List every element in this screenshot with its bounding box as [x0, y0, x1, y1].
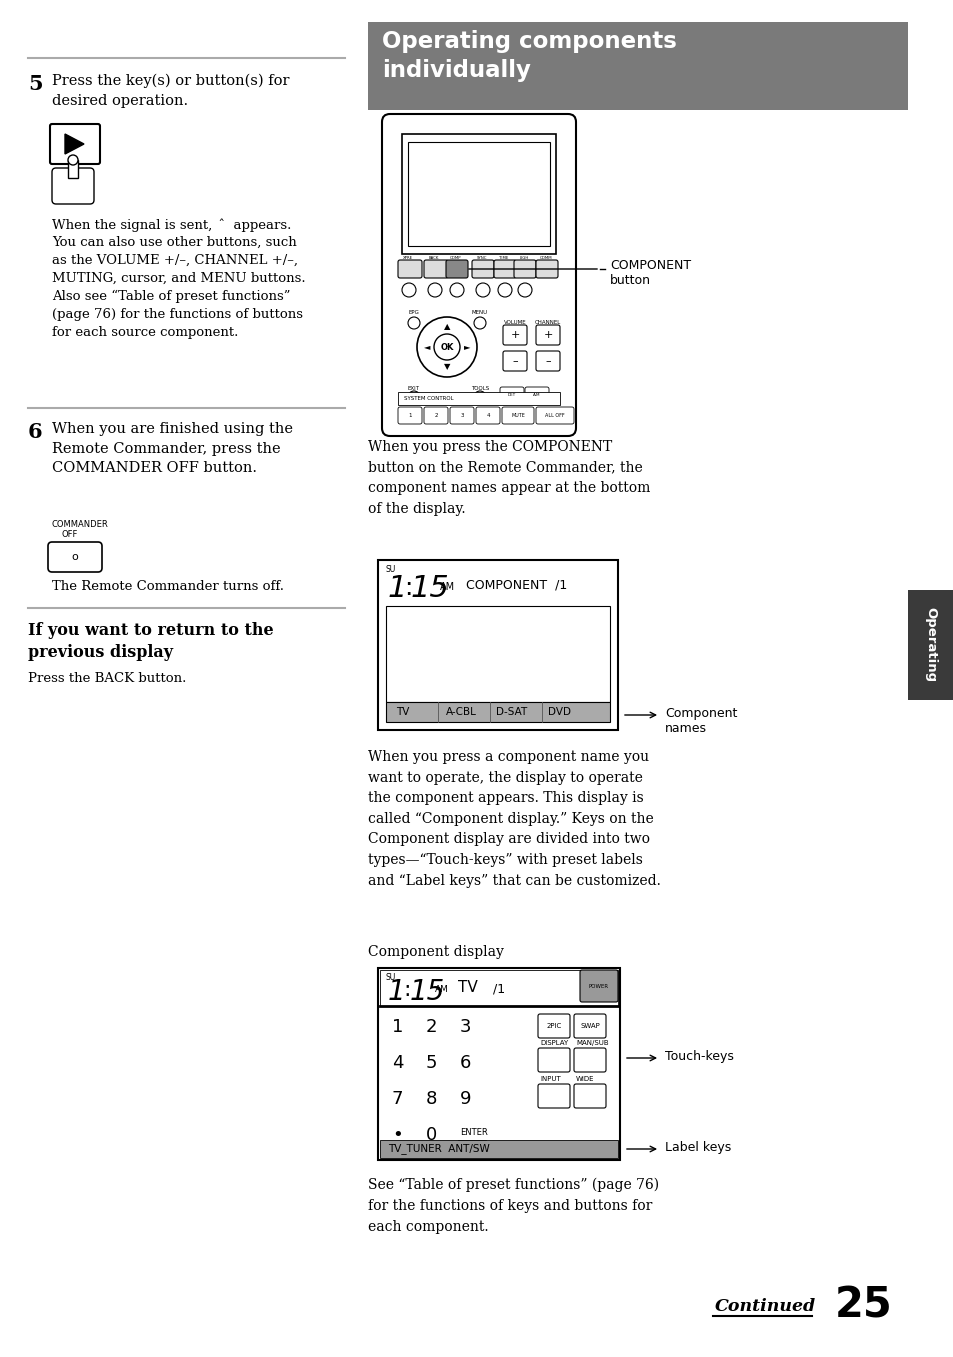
Bar	[68, 160, 78, 178]
Text: 2: 2	[434, 413, 437, 418]
Text: SU: SU	[386, 973, 395, 982]
FancyBboxPatch shape	[50, 123, 100, 164]
FancyBboxPatch shape	[536, 324, 559, 345]
Text: TV: TV	[395, 707, 409, 716]
Text: A.M: A.M	[533, 394, 540, 398]
Text: You can also use other buttons, such
as the VOLUME +/–, CHANNEL +/–,
MUTING, cur: You can also use other buttons, such as …	[52, 236, 305, 339]
Text: 0: 0	[426, 1126, 436, 1144]
FancyBboxPatch shape	[472, 261, 494, 278]
Text: Component display: Component display	[368, 944, 503, 959]
Text: AM: AM	[439, 582, 455, 592]
Text: ►: ►	[463, 342, 470, 351]
Text: CHANNEL: CHANNEL	[535, 320, 560, 324]
Text: COMPONENT  /1: COMPONENT /1	[465, 578, 567, 592]
Bar	[907, 590, 953, 700]
FancyBboxPatch shape	[423, 261, 448, 278]
Text: TV: TV	[457, 980, 477, 995]
FancyBboxPatch shape	[536, 351, 559, 370]
FancyBboxPatch shape	[476, 407, 499, 423]
Text: 6: 6	[459, 1054, 471, 1072]
Bar	[401, 134, 556, 254]
Text: 4: 4	[392, 1054, 403, 1072]
FancyBboxPatch shape	[574, 1084, 605, 1109]
Text: WIDE: WIDE	[576, 1076, 594, 1082]
Bar	[379, 1140, 618, 1158]
FancyBboxPatch shape	[48, 541, 102, 573]
Text: DET: DET	[507, 394, 516, 398]
Polygon shape	[65, 134, 84, 153]
Text: 5: 5	[28, 75, 43, 94]
Bar	[457, 1140, 485, 1152]
Text: Label keys: Label keys	[664, 1141, 731, 1153]
Text: –: –	[512, 356, 517, 366]
Text: When you press a component name you
want to operate, the display to operate
the : When you press a component name you want…	[368, 750, 660, 887]
Text: MENU: MENU	[472, 309, 488, 315]
Text: COMM: COMM	[539, 256, 552, 261]
Bar	[377, 968, 619, 1160]
Text: Continued: Continued	[714, 1299, 815, 1315]
Text: ENTER: ENTER	[459, 1128, 487, 1137]
FancyBboxPatch shape	[423, 407, 448, 423]
Text: MUTE: MUTE	[511, 413, 524, 418]
Text: 1: 1	[388, 978, 405, 1006]
Bar	[377, 560, 618, 730]
Text: The Remote Commander turns off.: The Remote Commander turns off.	[52, 579, 284, 593]
Text: :: :	[403, 575, 412, 600]
Text: TIME: TIME	[498, 256, 508, 261]
FancyBboxPatch shape	[524, 387, 548, 403]
FancyBboxPatch shape	[574, 1048, 605, 1072]
Text: OK: OK	[440, 342, 454, 351]
Text: 1: 1	[408, 413, 412, 418]
FancyBboxPatch shape	[514, 261, 536, 278]
Text: SYNC: SYNC	[476, 256, 487, 261]
Text: 6: 6	[28, 422, 43, 442]
Bar	[408, 142, 550, 246]
FancyBboxPatch shape	[502, 324, 526, 345]
Text: 7: 7	[392, 1090, 403, 1109]
FancyBboxPatch shape	[397, 407, 421, 423]
Text: 15: 15	[411, 574, 449, 603]
FancyBboxPatch shape	[397, 261, 421, 278]
Text: Component
names: Component names	[664, 707, 737, 735]
Text: When the signal is sent,   ̂  appears.: When the signal is sent, ̂ appears.	[52, 218, 291, 232]
Text: ALL OFF: ALL OFF	[544, 413, 564, 418]
Text: EPG: EPG	[408, 309, 419, 315]
Text: TV_TUNER  ANT/SW: TV_TUNER ANT/SW	[388, 1144, 489, 1155]
FancyBboxPatch shape	[579, 970, 618, 1001]
Text: BACK: BACK	[428, 256, 438, 261]
FancyBboxPatch shape	[537, 1084, 569, 1109]
Text: D-SAT: D-SAT	[496, 707, 527, 716]
Text: +: +	[543, 330, 552, 341]
Text: See “Table of preset functions” (page 76)
for the functions of keys and buttons : See “Table of preset functions” (page 76…	[368, 1178, 659, 1234]
Text: If you want to return to the
previous display: If you want to return to the previous di…	[28, 622, 274, 661]
Text: 1: 1	[388, 574, 407, 603]
Bar	[397, 392, 559, 404]
Text: OFF: OFF	[62, 531, 78, 539]
Text: 2: 2	[426, 1018, 437, 1035]
Text: COMMANDER: COMMANDER	[52, 520, 109, 529]
Bar	[379, 970, 618, 1006]
Text: ▼: ▼	[443, 362, 450, 372]
Text: INPUT: INPUT	[539, 1076, 560, 1082]
Text: When you are finished using the
Remote Commander, press the
COMMANDER OFF button: When you are finished using the Remote C…	[52, 422, 293, 475]
Text: ▲: ▲	[443, 323, 450, 331]
Text: A-CBL: A-CBL	[446, 707, 476, 716]
FancyBboxPatch shape	[536, 407, 574, 423]
Text: TOOLS: TOOLS	[471, 385, 489, 391]
Text: 3: 3	[459, 1018, 471, 1035]
Text: Operating: Operating	[923, 608, 937, 683]
FancyBboxPatch shape	[501, 407, 534, 423]
Text: :: :	[402, 980, 410, 1000]
Text: 15: 15	[410, 978, 445, 1006]
Text: SU: SU	[386, 565, 395, 574]
Text: When you press the COMPONENT
button on the Remote Commander, the
component names: When you press the COMPONENT button on t…	[368, 440, 650, 516]
Text: 2PIC: 2PIC	[546, 1023, 561, 1029]
Bar	[368, 22, 907, 110]
FancyBboxPatch shape	[381, 114, 576, 436]
Text: 25: 25	[834, 1285, 892, 1327]
Bar	[386, 702, 609, 722]
Text: Touch-keys: Touch-keys	[664, 1050, 733, 1063]
Text: –: –	[544, 356, 550, 366]
Text: 5: 5	[426, 1054, 437, 1072]
Text: o: o	[71, 552, 78, 562]
